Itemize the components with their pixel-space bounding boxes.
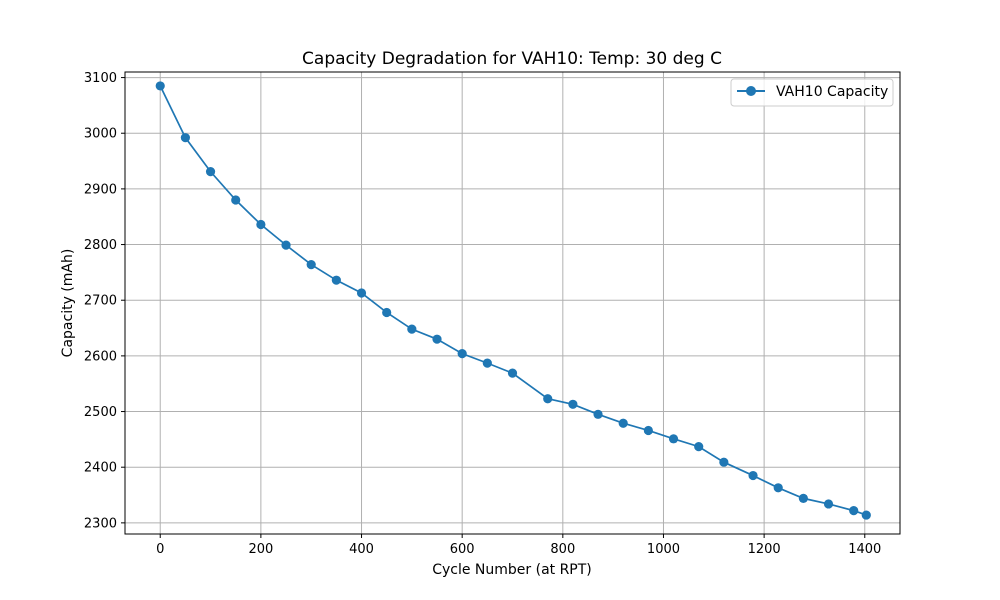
data-point — [568, 399, 578, 409]
x-tick-label: 1000 — [647, 542, 680, 557]
data-point — [155, 81, 165, 91]
data-point — [407, 324, 417, 334]
data-point — [231, 195, 241, 205]
grid-lines — [125, 72, 900, 534]
data-point — [205, 167, 216, 177]
plot-frame — [124, 71, 901, 535]
x-tick-label: 200 — [248, 542, 273, 557]
data-point — [543, 394, 553, 404]
data-point — [306, 259, 316, 270]
data-point — [482, 358, 492, 368]
data-point — [457, 349, 467, 359]
y-tick-label: 2800 — [84, 238, 117, 253]
legend-label: VAH10 Capacity — [776, 84, 888, 100]
y-tick-label: 2600 — [84, 349, 117, 364]
legend-marker-swatch — [746, 86, 756, 96]
y-tick-label: 2400 — [84, 461, 117, 476]
data-point — [382, 307, 392, 318]
y-tick-label: 2500 — [84, 405, 117, 420]
data-point — [356, 288, 367, 298]
data-point — [849, 506, 859, 516]
data-point — [748, 470, 758, 481]
y-tick-label: 3100 — [84, 71, 117, 86]
data-point — [432, 334, 442, 344]
data-point — [861, 510, 871, 520]
data-point — [823, 499, 834, 509]
data-point — [256, 219, 266, 230]
series-layer — [155, 81, 871, 520]
data-point — [668, 434, 679, 444]
x-axis-ticks: 0 200 400 600 800 1000 1200 1400 — [156, 534, 881, 557]
legend: VAH10 Capacity — [730, 78, 894, 107]
x-axis-title: Cycle Number (at RPT) — [432, 562, 592, 578]
y-tick-label: 2900 — [84, 182, 117, 197]
y-axis-title: Capacity (mAh) — [60, 249, 76, 358]
data-point — [694, 442, 704, 452]
y-tick-label: 2300 — [84, 516, 117, 531]
data-point — [281, 240, 291, 250]
x-tick-label: 600 — [450, 542, 475, 557]
data-point — [798, 493, 808, 503]
data-point — [719, 457, 729, 467]
y-tick-label: 2700 — [84, 294, 117, 309]
x-tick-label: 1200 — [748, 542, 781, 557]
data-point — [507, 368, 518, 378]
legend-box — [730, 78, 894, 107]
x-tick-label: 0 — [156, 542, 164, 557]
data-point — [773, 483, 783, 493]
data-point — [643, 425, 653, 436]
data-point — [331, 275, 341, 285]
x-tick-label: 400 — [349, 542, 374, 557]
data-point — [593, 409, 603, 419]
chart-title: Capacity Degradation for VAH10: Temp: 30… — [302, 49, 722, 69]
y-tick-label: 3000 — [84, 127, 117, 142]
x-tick-label: 1400 — [848, 542, 881, 557]
data-point — [180, 133, 190, 143]
y-axis-ticks: 2300 2400 2500 2600 2700 2800 2900 3000 3100 — [84, 71, 125, 531]
data-point — [618, 418, 628, 428]
x-tick-label: 800 — [550, 542, 575, 557]
